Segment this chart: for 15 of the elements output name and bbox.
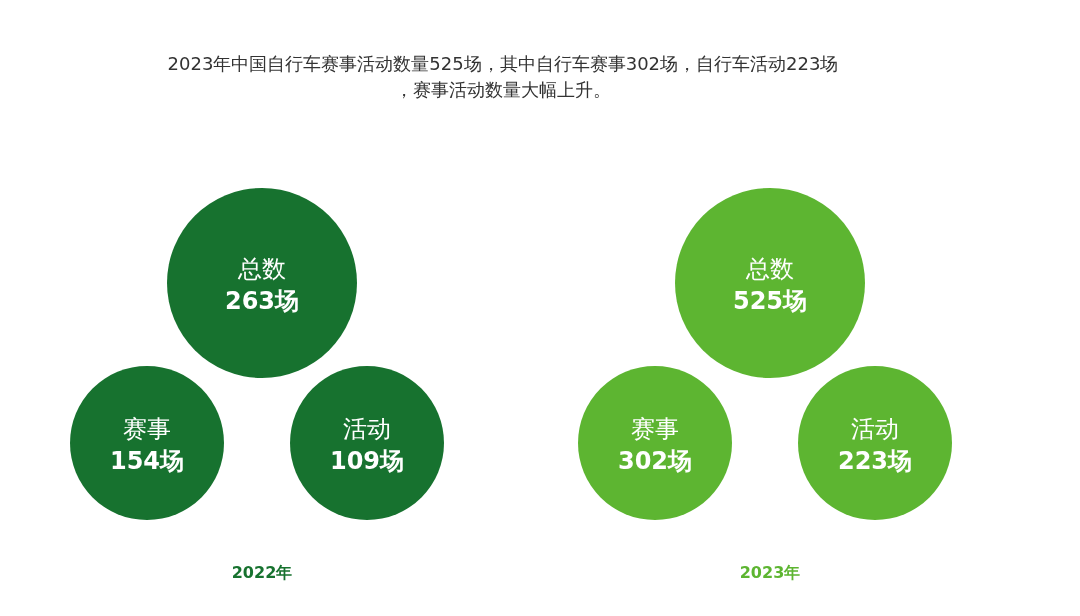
category-label: 总数 <box>237 255 286 283</box>
data-label: 263场 <box>224 287 300 315</box>
category-label: 活动 <box>343 415 391 443</box>
data-label: 302场 <box>617 447 693 475</box>
data-label: 109场 <box>329 447 405 475</box>
text: 2022年 <box>231 563 293 582</box>
category-label: 赛事 <box>123 415 171 443</box>
data-label: 223场 <box>837 447 913 475</box>
data-label: 154场 <box>109 447 185 475</box>
text: 2023年中国自行车赛事活动数量525场，其中自行车赛事302场，自行车活动223场，赛事活动数量大幅上升。 <box>167 53 839 100</box>
category-label: 赛事 <box>631 415 679 443</box>
text: 2023年 <box>739 563 801 582</box>
category-label: 活动 <box>851 415 899 443</box>
data-label: 525场 <box>732 287 808 315</box>
category-label: 总数 <box>746 255 794 283</box>
